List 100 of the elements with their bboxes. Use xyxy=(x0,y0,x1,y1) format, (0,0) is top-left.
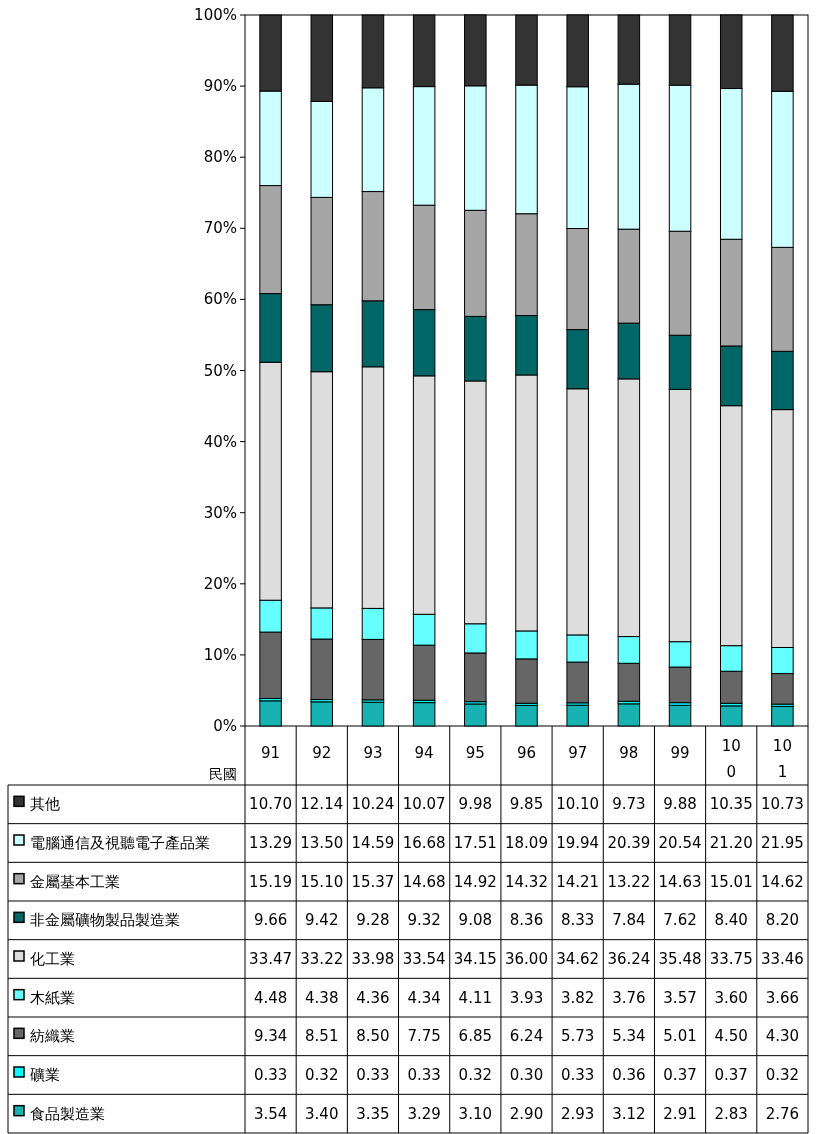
data-label: 7.62 xyxy=(663,911,697,930)
y-tick-label: 80% xyxy=(203,148,237,167)
data-label: 13.22 xyxy=(607,872,651,891)
y-tick-label: 100% xyxy=(194,6,237,24)
data-label: 33.47 xyxy=(249,950,293,968)
x-tick-label: 93 xyxy=(363,744,383,762)
data-label: 2.83 xyxy=(714,1104,748,1123)
data-label: 5.73 xyxy=(560,1027,595,1046)
data-label: 3.60 xyxy=(714,988,748,1007)
legend-label: 化工業 xyxy=(30,950,75,968)
data-label: 0.33 xyxy=(253,1066,288,1084)
data-label: 34.15 xyxy=(453,950,497,968)
data-label: 0.33 xyxy=(560,1066,595,1084)
data-label: 0.33 xyxy=(407,1066,441,1084)
data-label: 0.33 xyxy=(356,1066,390,1084)
data-label: 8.50 xyxy=(356,1027,390,1046)
data-label: 17.51 xyxy=(453,834,497,852)
data-label: 36.24 xyxy=(607,950,651,968)
data-label: 9.66 xyxy=(253,911,288,930)
x-tick-label: 91 xyxy=(261,744,281,762)
data-label: 33.75 xyxy=(709,950,753,968)
data-label: 14.21 xyxy=(556,872,600,891)
data-label: 9.85 xyxy=(509,795,544,814)
data-label: 9.73 xyxy=(612,795,646,814)
data-label: 4.30 xyxy=(765,1027,800,1046)
data-label: 5.01 xyxy=(663,1027,697,1046)
data-label: 2.90 xyxy=(509,1104,544,1123)
y-tick-label: 60% xyxy=(203,290,237,309)
data-label: 33.22 xyxy=(300,950,344,968)
x-tick-label: 94 xyxy=(414,744,434,762)
data-label: 9.98 xyxy=(458,795,493,814)
data-label: 4.36 xyxy=(356,988,390,1007)
y-tick-label: 10% xyxy=(203,645,237,664)
legend-label: 電腦通信及視聽電子產品業 xyxy=(30,834,210,852)
data-label: 20.39 xyxy=(607,834,651,852)
data-label: 19.94 xyxy=(556,834,600,852)
x-tick-label: 95 xyxy=(465,744,485,762)
data-label: 9.42 xyxy=(305,911,339,930)
data-label: 15.01 xyxy=(709,872,753,891)
x-tick-label: 96 xyxy=(516,744,537,762)
data-label: 4.38 xyxy=(305,988,339,1007)
data-label: 3.82 xyxy=(560,988,595,1007)
data-label: 10.70 xyxy=(249,795,293,814)
data-label: 10.73 xyxy=(760,795,804,814)
data-label: 12.14 xyxy=(300,795,344,814)
data-label: 3.10 xyxy=(458,1104,493,1123)
data-label: 14.68 xyxy=(402,872,446,891)
data-label: 0.30 xyxy=(509,1066,544,1084)
data-label: 3.40 xyxy=(305,1104,339,1123)
legend-label: 礦業 xyxy=(30,1066,60,1084)
data-label: 2.93 xyxy=(560,1104,595,1123)
x-tick-label: 100 xyxy=(721,737,741,781)
data-label: 14.59 xyxy=(351,834,395,852)
data-label: 0.37 xyxy=(714,1066,748,1084)
data-label: 21.20 xyxy=(709,834,753,852)
y-tick-label: 20% xyxy=(203,574,237,593)
data-label: 21.95 xyxy=(760,834,804,852)
data-label: 0.37 xyxy=(663,1066,697,1084)
y-tick-label: 40% xyxy=(203,432,237,451)
legend-label: 其他 xyxy=(30,795,60,814)
data-label: 3.66 xyxy=(765,988,800,1007)
x-tick-label: 98 xyxy=(619,744,639,762)
data-label: 8.20 xyxy=(765,911,800,930)
data-label: 10.24 xyxy=(351,795,395,814)
data-label: 36.00 xyxy=(505,950,548,968)
data-label: 33.46 xyxy=(760,950,804,968)
y-tick-label: 90% xyxy=(203,77,237,96)
data-label: 4.34 xyxy=(407,988,441,1007)
legend-label: 木紙業 xyxy=(30,988,75,1007)
data-label: 13.50 xyxy=(300,834,344,852)
data-label: 34.62 xyxy=(556,950,600,968)
data-label: 14.62 xyxy=(760,872,804,891)
data-label: 15.19 xyxy=(249,872,293,891)
data-label: 5.34 xyxy=(612,1027,646,1046)
data-label: 6.85 xyxy=(458,1027,493,1046)
data-label: 9.34 xyxy=(253,1027,288,1046)
data-label: 3.29 xyxy=(407,1104,441,1123)
data-label: 3.12 xyxy=(612,1104,646,1123)
x-axis-title: 民國 xyxy=(209,766,237,782)
data-label: 9.32 xyxy=(407,911,441,930)
data-label: 10.35 xyxy=(709,795,753,814)
legend-label: 金屬基本工業 xyxy=(30,872,120,891)
data-label: 13.29 xyxy=(249,834,293,852)
data-label: 0.36 xyxy=(612,1066,646,1084)
data-label: 3.54 xyxy=(253,1104,288,1123)
data-label: 10.07 xyxy=(402,795,446,814)
legend-label: 紡織業 xyxy=(30,1027,75,1046)
data-label: 0.32 xyxy=(765,1066,800,1084)
data-label: 9.88 xyxy=(663,795,697,814)
data-label: 3.35 xyxy=(356,1104,390,1123)
data-label: 15.10 xyxy=(300,872,344,891)
data-label: 14.92 xyxy=(453,872,497,891)
data-label: 9.08 xyxy=(458,911,493,930)
data-label: 3.76 xyxy=(612,988,646,1007)
data-label: 8.33 xyxy=(560,911,595,930)
data-label: 8.51 xyxy=(305,1027,339,1046)
x-tick-label: 101 xyxy=(772,737,792,781)
data-label: 18.09 xyxy=(505,834,548,852)
data-label: 8.36 xyxy=(509,911,544,930)
data-label: 33.54 xyxy=(402,950,446,968)
